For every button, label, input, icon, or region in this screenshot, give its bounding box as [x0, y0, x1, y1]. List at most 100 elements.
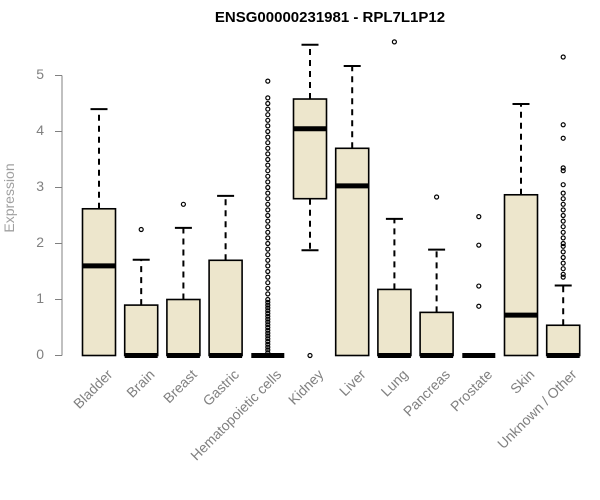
outlier-point [265, 333, 271, 339]
outlier-point [265, 285, 271, 291]
outlier-point [560, 165, 566, 171]
outlier-point [560, 254, 566, 261]
x-tick-label: Prostate [447, 366, 495, 414]
outlier-point [434, 194, 440, 200]
outlier-point [560, 54, 566, 60]
outlier-point [265, 347, 271, 353]
outlier-point [560, 229, 566, 235]
outlier-point [560, 201, 566, 207]
x-tick-label: Skin [507, 366, 538, 397]
box [292, 98, 328, 200]
outlier-point [265, 184, 271, 191]
y-tick-label: 5 [36, 66, 44, 82]
outlier-point [180, 201, 186, 207]
outlier-point [560, 224, 566, 230]
outlier-point [265, 344, 271, 350]
x-tick-label: Bladder [70, 366, 116, 412]
outlier-point [560, 212, 566, 219]
outlier-point [265, 268, 271, 275]
x-tick-label: Unknown / Other [494, 366, 580, 452]
outlier-point [560, 122, 566, 128]
outlier-point [265, 128, 271, 135]
outlier-point [265, 201, 271, 207]
outlier-point [265, 296, 271, 303]
outlier-point [265, 313, 271, 319]
outlier-point [138, 226, 144, 233]
chart-title: ENSG00000231981 - RPL7L1P12 [215, 9, 445, 26]
box [208, 259, 243, 357]
outlier-point [560, 190, 566, 196]
boxes-group [81, 39, 581, 359]
x-tick-label: Pancreas [400, 366, 453, 419]
box-group [251, 78, 285, 358]
box-group [503, 103, 539, 357]
outlier-point [265, 330, 271, 336]
outlier-point [265, 207, 271, 213]
x-tick-label: Kidney [285, 366, 327, 408]
outlier-point [265, 145, 271, 151]
outlier-point [265, 123, 271, 129]
outlier-point [265, 341, 271, 347]
outlier-point [476, 283, 482, 289]
box [166, 298, 201, 357]
outlier-point [265, 302, 271, 308]
outlier-point [265, 308, 271, 314]
outlier-point [560, 182, 566, 188]
box-group [292, 43, 328, 359]
outlier-point [265, 190, 271, 196]
outlier-point [265, 179, 271, 185]
outlier-point [265, 218, 271, 224]
outlier-point [265, 280, 271, 286]
box-group [208, 194, 243, 358]
outlier-point [391, 39, 397, 45]
outlier-point [560, 235, 566, 241]
box [419, 311, 454, 357]
outlier-point [265, 324, 271, 331]
box [123, 304, 159, 357]
outlier-point [560, 218, 566, 224]
outlier-point [265, 310, 271, 317]
y-tick-label: 1 [36, 290, 44, 306]
outlier-point [560, 249, 566, 255]
outlier-point [265, 274, 271, 280]
outlier-point [265, 252, 271, 258]
outlier-point [265, 106, 271, 112]
box-group [462, 214, 496, 358]
outlier-point [265, 151, 271, 157]
outlier-point [265, 95, 271, 101]
y-axis-label: Expression [1, 163, 17, 232]
outlier-point [476, 303, 482, 309]
outlier-point [265, 319, 271, 325]
outlier-point [265, 78, 271, 84]
outlier-point [265, 299, 271, 305]
box-group [419, 194, 454, 358]
box [81, 207, 117, 357]
outlier-point [265, 240, 271, 247]
outlier-point [560, 207, 566, 213]
box [334, 147, 370, 357]
y-tick-label: 2 [36, 234, 44, 250]
outlier-point [560, 168, 566, 174]
outlier-point [265, 140, 271, 146]
outlier-point [265, 173, 271, 179]
outlier-point [265, 212, 271, 219]
outlier-point [307, 352, 313, 359]
box [503, 193, 539, 357]
outlier-point [265, 224, 271, 230]
outlier-point [265, 229, 271, 235]
outlier-point [265, 291, 271, 297]
box-group [166, 201, 201, 358]
outlier-point [560, 243, 566, 249]
outlier-point [265, 338, 271, 345]
outlier-point [265, 100, 271, 107]
outlier-point [265, 235, 271, 241]
outlier-point [265, 134, 271, 140]
outlier-point [265, 305, 271, 311]
y-tick-label: 0 [36, 346, 44, 362]
y-axis: 0 1 2 3 4 5 [36, 66, 63, 362]
y-tick-label: 3 [36, 178, 44, 194]
outlier-point [560, 196, 566, 202]
x-tick-label: Liver [336, 366, 369, 399]
outlier-point [265, 350, 271, 356]
